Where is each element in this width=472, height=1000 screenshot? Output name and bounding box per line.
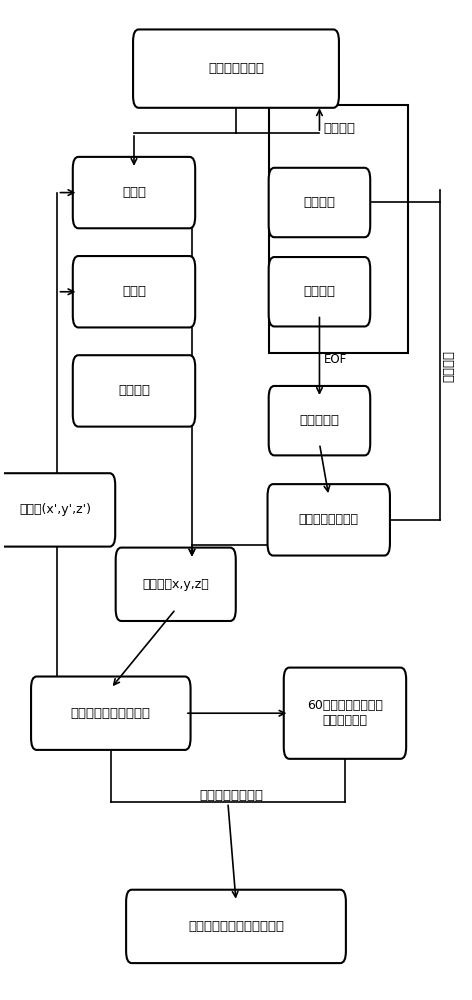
- FancyBboxPatch shape: [73, 256, 195, 327]
- Text: 初始旋转角与放大系数: 初始旋转角与放大系数: [71, 707, 151, 720]
- Text: 三维声速场: 三维声速场: [299, 414, 339, 427]
- Text: EOF: EOF: [324, 353, 347, 366]
- FancyBboxPatch shape: [269, 168, 370, 237]
- FancyBboxPatch shape: [269, 386, 370, 455]
- Text: 60度以上各波束旋转
角与放大系数: 60度以上各波束旋转 角与放大系数: [307, 699, 383, 727]
- FancyBboxPatch shape: [268, 484, 390, 556]
- Text: 角度线性加权内插: 角度线性加权内插: [199, 789, 263, 802]
- Text: 特征点（x,y,z）: 特征点（x,y,z）: [143, 578, 209, 591]
- FancyBboxPatch shape: [284, 668, 406, 759]
- FancyBboxPatch shape: [126, 890, 346, 963]
- Text: 多波束: 多波束: [122, 285, 146, 298]
- FancyBboxPatch shape: [269, 257, 370, 326]
- Text: 声速剖面: 声速剖面: [303, 285, 336, 298]
- Text: 完成低掠射层波束几何改正: 完成低掠射层波束几何改正: [188, 920, 284, 933]
- Text: 浅层修正: 浅层修正: [443, 350, 456, 382]
- Text: 组合导航: 组合导航: [118, 384, 150, 397]
- FancyBboxPatch shape: [133, 29, 339, 108]
- Text: 表层声速: 表层声速: [303, 196, 336, 209]
- FancyBboxPatch shape: [73, 157, 195, 228]
- Text: 声速测量: 声速测量: [323, 122, 355, 135]
- FancyBboxPatch shape: [31, 677, 191, 750]
- Text: 扫描仪: 扫描仪: [122, 186, 146, 199]
- Bar: [270, 105, 408, 353]
- Text: 修正后三维声速场: 修正后三维声速场: [299, 513, 359, 526]
- Text: 一体化工作测量: 一体化工作测量: [208, 62, 264, 75]
- Text: 特征点(x',y',z'): 特征点(x',y',z'): [19, 503, 91, 516]
- FancyBboxPatch shape: [73, 355, 195, 427]
- FancyBboxPatch shape: [0, 473, 115, 547]
- FancyBboxPatch shape: [116, 548, 236, 621]
